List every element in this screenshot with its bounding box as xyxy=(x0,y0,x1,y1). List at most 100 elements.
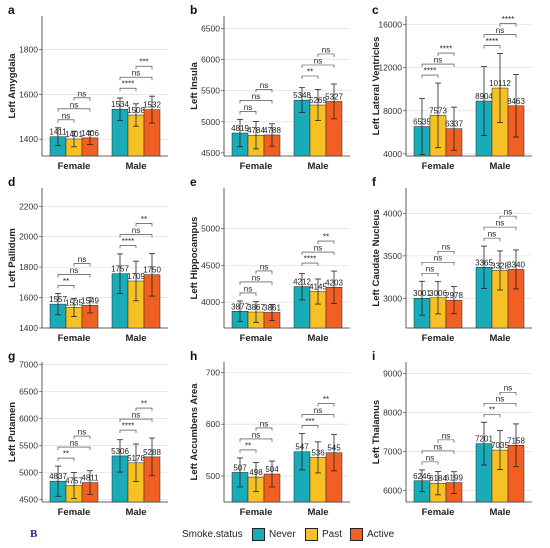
y-tick-label: 1600 xyxy=(19,293,38,303)
panel-letter: d xyxy=(8,175,15,189)
y-tick-label: 7000 xyxy=(383,446,402,456)
y-tick-label: 700 xyxy=(206,367,220,377)
significance-label: ns xyxy=(62,111,70,120)
y-tick-label: 4000 xyxy=(383,149,402,159)
significance-bracket xyxy=(239,438,273,442)
y-tick-label: 500 xyxy=(206,471,220,481)
panel-c: c Left Lateral Ventricles 4000 8000 12000 160… xyxy=(371,3,532,172)
significance-bracket xyxy=(135,407,153,412)
significance-bracket xyxy=(119,76,153,81)
figure-letter: B xyxy=(30,528,38,540)
significance-bracket xyxy=(499,215,517,220)
significance-bracket xyxy=(421,74,439,79)
value-label: 10112 xyxy=(489,79,511,88)
value-label: 6246 xyxy=(413,472,431,481)
legend-label-active: Active xyxy=(367,529,395,540)
value-label: 504 xyxy=(265,465,279,474)
significance-label: ** xyxy=(245,441,251,450)
significance-bracket xyxy=(239,292,257,296)
category-label: Male xyxy=(307,507,328,518)
category-label: Male xyxy=(125,333,146,344)
significance-label: ns xyxy=(496,219,504,228)
value-label: 4837 xyxy=(49,472,67,481)
significance-bracket xyxy=(73,263,91,267)
value-label: 7158 xyxy=(507,436,525,445)
significance-label: **** xyxy=(486,37,498,46)
category-label: Male xyxy=(307,333,328,344)
value-label: 3877 xyxy=(231,302,249,311)
value-label: 4788 xyxy=(263,126,281,135)
significance-bracket xyxy=(301,425,319,429)
legend-title: Smoke.status xyxy=(182,529,243,540)
significance-label: **** xyxy=(122,422,134,431)
value-label: 4203 xyxy=(325,278,343,287)
value-label: 3365 xyxy=(475,258,493,267)
y-axis-title: Left Lateral Ventricles xyxy=(371,37,382,136)
value-label: 1557 xyxy=(49,295,67,304)
value-label: 1401 xyxy=(65,130,83,139)
significance-bracket xyxy=(301,64,335,69)
significance-label: **** xyxy=(502,15,514,24)
value-label: 2978 xyxy=(445,291,463,300)
significance-label: ns xyxy=(132,226,140,235)
value-label: 536 xyxy=(311,448,325,457)
panel-letter: i xyxy=(372,349,375,363)
significance-label: ns xyxy=(442,431,450,440)
y-tick-label: 1400 xyxy=(19,134,38,144)
significance-bracket xyxy=(57,285,75,289)
y-tick-label: 6500 xyxy=(201,23,220,33)
significance-label: **** xyxy=(304,255,316,264)
significance-bracket xyxy=(255,89,273,93)
significance-label: ns xyxy=(260,419,268,428)
y-tick-label: 16000 xyxy=(378,20,402,30)
y-tick-label: 3500 xyxy=(383,251,402,261)
significance-label: ns xyxy=(314,244,322,253)
legend-swatch-never xyxy=(252,528,265,541)
significance-label: ns xyxy=(426,265,434,274)
category-label: Female xyxy=(422,507,455,518)
y-tick-label: 2200 xyxy=(19,201,38,211)
value-label: 545 xyxy=(327,444,341,453)
value-label: 6184 xyxy=(429,474,447,483)
panel-g: g Left Putamen 4500 5000 5500 6000 6500 7000 483… xyxy=(7,349,168,518)
value-label: 3340 xyxy=(507,260,525,269)
significance-bracket xyxy=(421,272,439,277)
y-tick-label: 1800 xyxy=(19,262,38,272)
legend-item-never: Never xyxy=(252,528,296,541)
significance-label: ** xyxy=(63,277,69,286)
value-label: 1535 xyxy=(65,298,83,307)
significance-bracket xyxy=(301,262,319,267)
category-label: Female xyxy=(58,161,91,172)
value-label: 7035 xyxy=(491,441,509,450)
y-tick-label: 4000 xyxy=(383,208,402,218)
significance-label: ns xyxy=(70,266,78,275)
value-label: 3867 xyxy=(247,303,265,312)
y-tick-label: 5500 xyxy=(19,440,38,450)
significance-label: ns xyxy=(434,56,442,65)
y-tick-label: 5500 xyxy=(201,86,220,96)
significance-label: ns xyxy=(434,442,442,451)
significance-label: ** xyxy=(141,215,147,224)
value-label: 3006 xyxy=(429,289,447,298)
significance-bracket xyxy=(317,240,335,245)
y-tick-label: 5000 xyxy=(19,467,38,477)
panel-letter: b xyxy=(190,3,197,17)
y-axis-title: Left Hippocampus xyxy=(189,217,200,300)
significance-label: ns xyxy=(314,406,322,415)
value-label: 5306 xyxy=(111,447,129,456)
significance-bracket xyxy=(239,111,257,115)
significance-bracket xyxy=(119,245,137,249)
significance-label: **** xyxy=(424,67,436,76)
significance-bracket xyxy=(239,449,257,453)
significance-label: ns xyxy=(322,46,330,55)
significance-label: ns xyxy=(260,81,268,90)
category-label: Male xyxy=(489,507,510,518)
significance-bracket xyxy=(119,429,137,434)
significance-bracket xyxy=(301,75,319,80)
legend-swatch-active xyxy=(350,528,363,541)
significance-bracket xyxy=(421,450,455,454)
y-tick-label: 5000 xyxy=(201,224,220,234)
significance-bracket xyxy=(135,65,153,70)
